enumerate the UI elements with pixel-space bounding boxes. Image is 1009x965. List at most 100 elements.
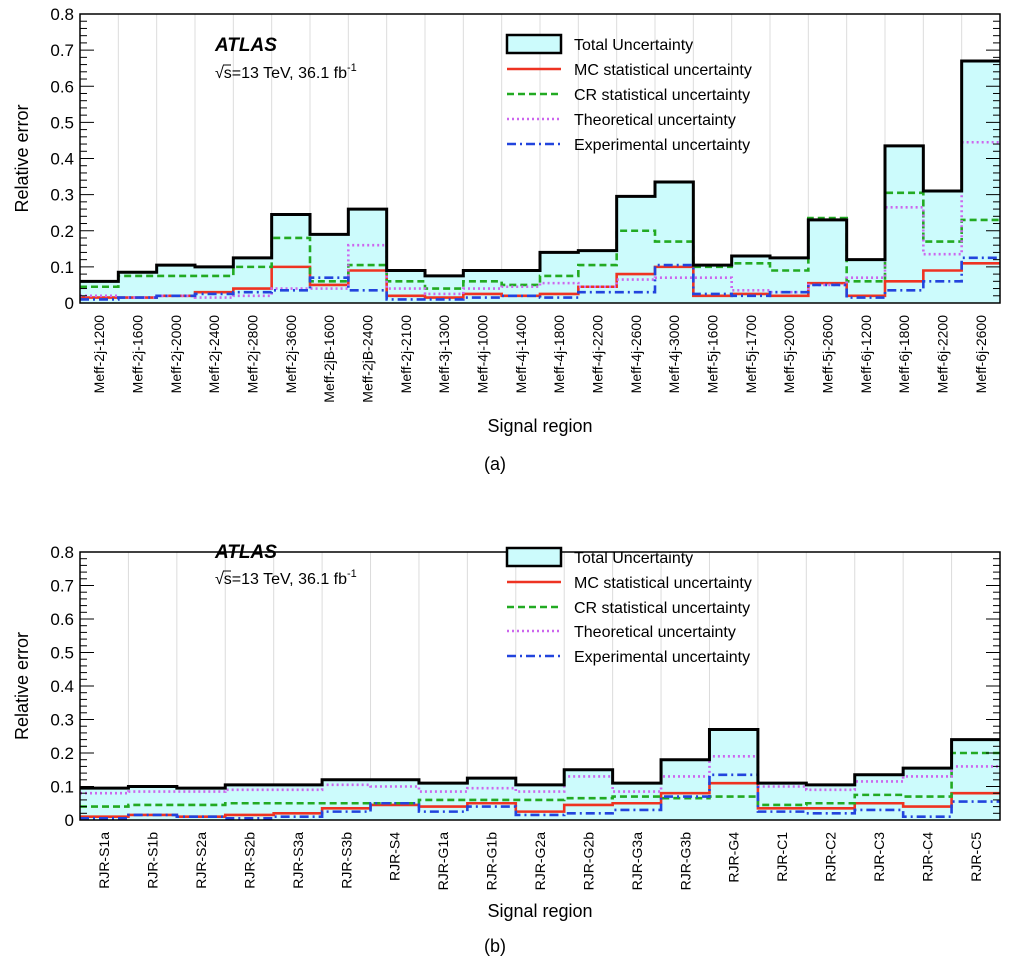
y-tick-label: 0.8 (50, 543, 74, 562)
x-tick-label: Meff-2j-3600 (283, 315, 299, 394)
panel-label: (a) (484, 454, 506, 474)
bar-Meff-2j-2800: Meff-2j-2800: 0.125 (233, 258, 271, 303)
x-tick-label: Meff-6j-1800 (896, 315, 912, 394)
grid (127, 552, 953, 820)
bar-RJR-G3a: RJR-G3a: 0.11 (613, 783, 661, 820)
bar-Meff-4j-1000: Meff-4j-1000: 0.09 (463, 270, 501, 303)
y-tick-label: 0.2 (50, 744, 74, 763)
y-tick-label: 0.4 (50, 677, 74, 696)
x-tick-label: Meff-2j-2800 (245, 315, 261, 394)
energy-lumi-label: √s=13 TeV, 36.1 fb-1 (215, 568, 357, 588)
bar-RJR-S3a: RJR-S3a: 0.105 (274, 785, 322, 820)
bar-Meff-2j-2000: Meff-2j-2000: 0.105 (157, 265, 195, 303)
x-tick-label: Meff-5j-2000 (781, 315, 797, 394)
x-tick-label: RJR-C5 (968, 832, 984, 882)
x-tick-label: Meff-4j-1000 (475, 315, 491, 394)
x-tick-label: RJR-S3b (338, 832, 354, 889)
lumi-unit-superscript: -1 (347, 62, 357, 74)
bar-RJR-G2b: RJR-G2b: 0.15 (564, 770, 612, 820)
x-tick-label: RJR-C2 (823, 832, 839, 882)
x-axis: RJR-S1a RJR-S1b RJR-S2a RJR-S2b RJR-S3a RJR-S… (96, 832, 984, 891)
bar-Meff-3j-1300: Meff-3j-1300: 0.075 (425, 276, 463, 303)
legend-swatch-total-uncertainty (505, 33, 563, 55)
bar-RJR-G1b: RJR-G1b: 0.125 (467, 778, 515, 820)
y-tick-label: 0.5 (50, 644, 74, 663)
legend-label-experimental: Experimental uncertainty (574, 137, 750, 154)
x-tick-label: RJR-G3a (629, 832, 645, 891)
bar-Meff-5j-1700: Meff-5j-1700: 0.13 (732, 256, 770, 303)
legend-label-total-uncertainty: Total Uncertainty (574, 550, 693, 567)
bar-Meff-2j-2400: Meff-2j-2400: 0.1 (195, 267, 233, 303)
bar-RJR-C1: RJR-C1: 0.11 (758, 783, 806, 820)
y-tick-label: 0.7 (50, 41, 74, 60)
experiment-label: ATLAS (214, 35, 277, 56)
x-tick-label: Meff-6j-1200 (858, 315, 874, 394)
x-tick-label: Meff-4j-2600 (628, 315, 644, 394)
series-experimental-line (80, 773, 1000, 820)
x-tick-label: RJR-S4 (387, 832, 403, 881)
series-experimental-line (80, 256, 1000, 301)
x-tick-label: Meff-6j-2200 (935, 315, 951, 394)
x-tick-label: RJR-S1a (96, 832, 112, 889)
x-tick-label: Meff-2jB-2400 (360, 315, 376, 403)
x-axis: Meff-2j-1200 Meff-2j-1600 Meff-2j-2000 Meff… (91, 315, 989, 403)
energy-lumi-label: √s=13 TeV, 36.1 fb-1 (215, 62, 357, 82)
bar-Meff-4j-2200: Meff-4j-2200: 0.145 (578, 251, 616, 303)
bar-Meff-5j-2000: Meff-5j-2000: 0.125 (770, 258, 808, 303)
bar-Meff-4j-1800: Meff-4j-1800: 0.14 (540, 252, 578, 303)
bar-Meff-5j-1600: Meff-5j-1600: 0.105 (693, 265, 731, 303)
bar-RJR-G4: RJR-G4: 0.27 (709, 730, 757, 820)
y-tick-label: 0.6 (50, 77, 74, 96)
y-tick-label: 0.3 (50, 186, 74, 205)
bar-Meff-4j-1400: Meff-4j-1400: 0.09 (502, 270, 540, 303)
x-tick-label: Meff-2j-2100 (398, 315, 414, 394)
bar-RJR-C4: RJR-C4: 0.155 (903, 768, 951, 820)
x-tick-label: RJR-C4 (919, 832, 935, 882)
x-tick-label: Meff-2j-2400 (206, 315, 222, 394)
bar-RJR-C3: RJR-C3: 0.135 (855, 775, 903, 820)
bar-Meff-6j-1200: Meff-6j-1200: 0.12 (847, 260, 885, 303)
y-tick-label: 0.7 (50, 577, 74, 596)
x-tick-label: RJR-S2a (193, 832, 209, 889)
x-tick-label: Meff-4j-1400 (513, 315, 529, 394)
legend-label-theoretical: Theoretical uncertainty (574, 624, 736, 641)
series-mc-statistical-line (80, 261, 1000, 299)
bar-RJR-S4: RJR-S4: 0.12 (371, 780, 419, 820)
y-tick-label: 0.2 (50, 222, 74, 241)
y-tick-label: 0.4 (50, 150, 74, 169)
bar-Meff-5j-2600: Meff-5j-2600: 0.23 (808, 220, 846, 303)
bar-Meff-2jB-1600: Meff-2jB-1600: 0.19 (310, 234, 348, 303)
legend-label-theoretical: Theoretical uncertainty (574, 112, 736, 129)
x-tick-label: Meff-5j-1700 (743, 315, 759, 394)
series-cr-statistical-line (80, 751, 1000, 808)
x-tick-label: RJR-S1b (145, 832, 161, 889)
x-tick-label: RJR-S3a (290, 832, 306, 889)
x-tick-label: Meff-4j-1800 (551, 315, 567, 394)
lumi-unit-superscript: -1 (347, 568, 357, 580)
series-theoretical-line (80, 755, 1000, 795)
bar-RJR-G1a: RJR-G1a: 0.11 (419, 783, 467, 820)
bar-Meff-6j-2200: Meff-6j-2200: 0.31 (923, 191, 961, 303)
legend-swatch-total-uncertainty (505, 546, 563, 568)
legend-label-mc-statistical: MC statistical uncertainty (574, 62, 752, 79)
x-tick-label: Meff-4j-3000 (666, 315, 682, 394)
bar-RJR-G2a: RJR-G2a: 0.105 (516, 785, 564, 820)
series-total-uncertainty-fill (80, 60, 1000, 304)
x-tick-label: Meff-5j-1600 (705, 315, 721, 394)
y-tick-label: 0.1 (50, 258, 74, 277)
series-total-uncertainty-line (80, 59, 1000, 283)
panel-label: (b) (484, 936, 506, 956)
bar-Meff-6j-1800: Meff-6j-1800: 0.435 (885, 146, 923, 303)
bar-RJR-G3b: RJR-G3b: 0.18 (661, 760, 709, 820)
y-axis-title: Relative error (12, 104, 32, 212)
x-tick-label: Meff-3j-1300 (436, 315, 452, 394)
y-axis: 0 0.1 0.2 0.3 0.4 0.5 0.6 0.7 0.8 (50, 5, 1000, 313)
bar-RJR-S1b: RJR-S1b: 0.1 (128, 787, 176, 821)
x-tick-label: RJR-G2a (532, 832, 548, 891)
y-tick-label: 0.8 (50, 5, 74, 24)
x-tick-label: RJR-C1 (774, 832, 790, 882)
series-total-uncertainty-fill (80, 729, 1000, 820)
y-tick-label: 0.5 (50, 113, 74, 132)
